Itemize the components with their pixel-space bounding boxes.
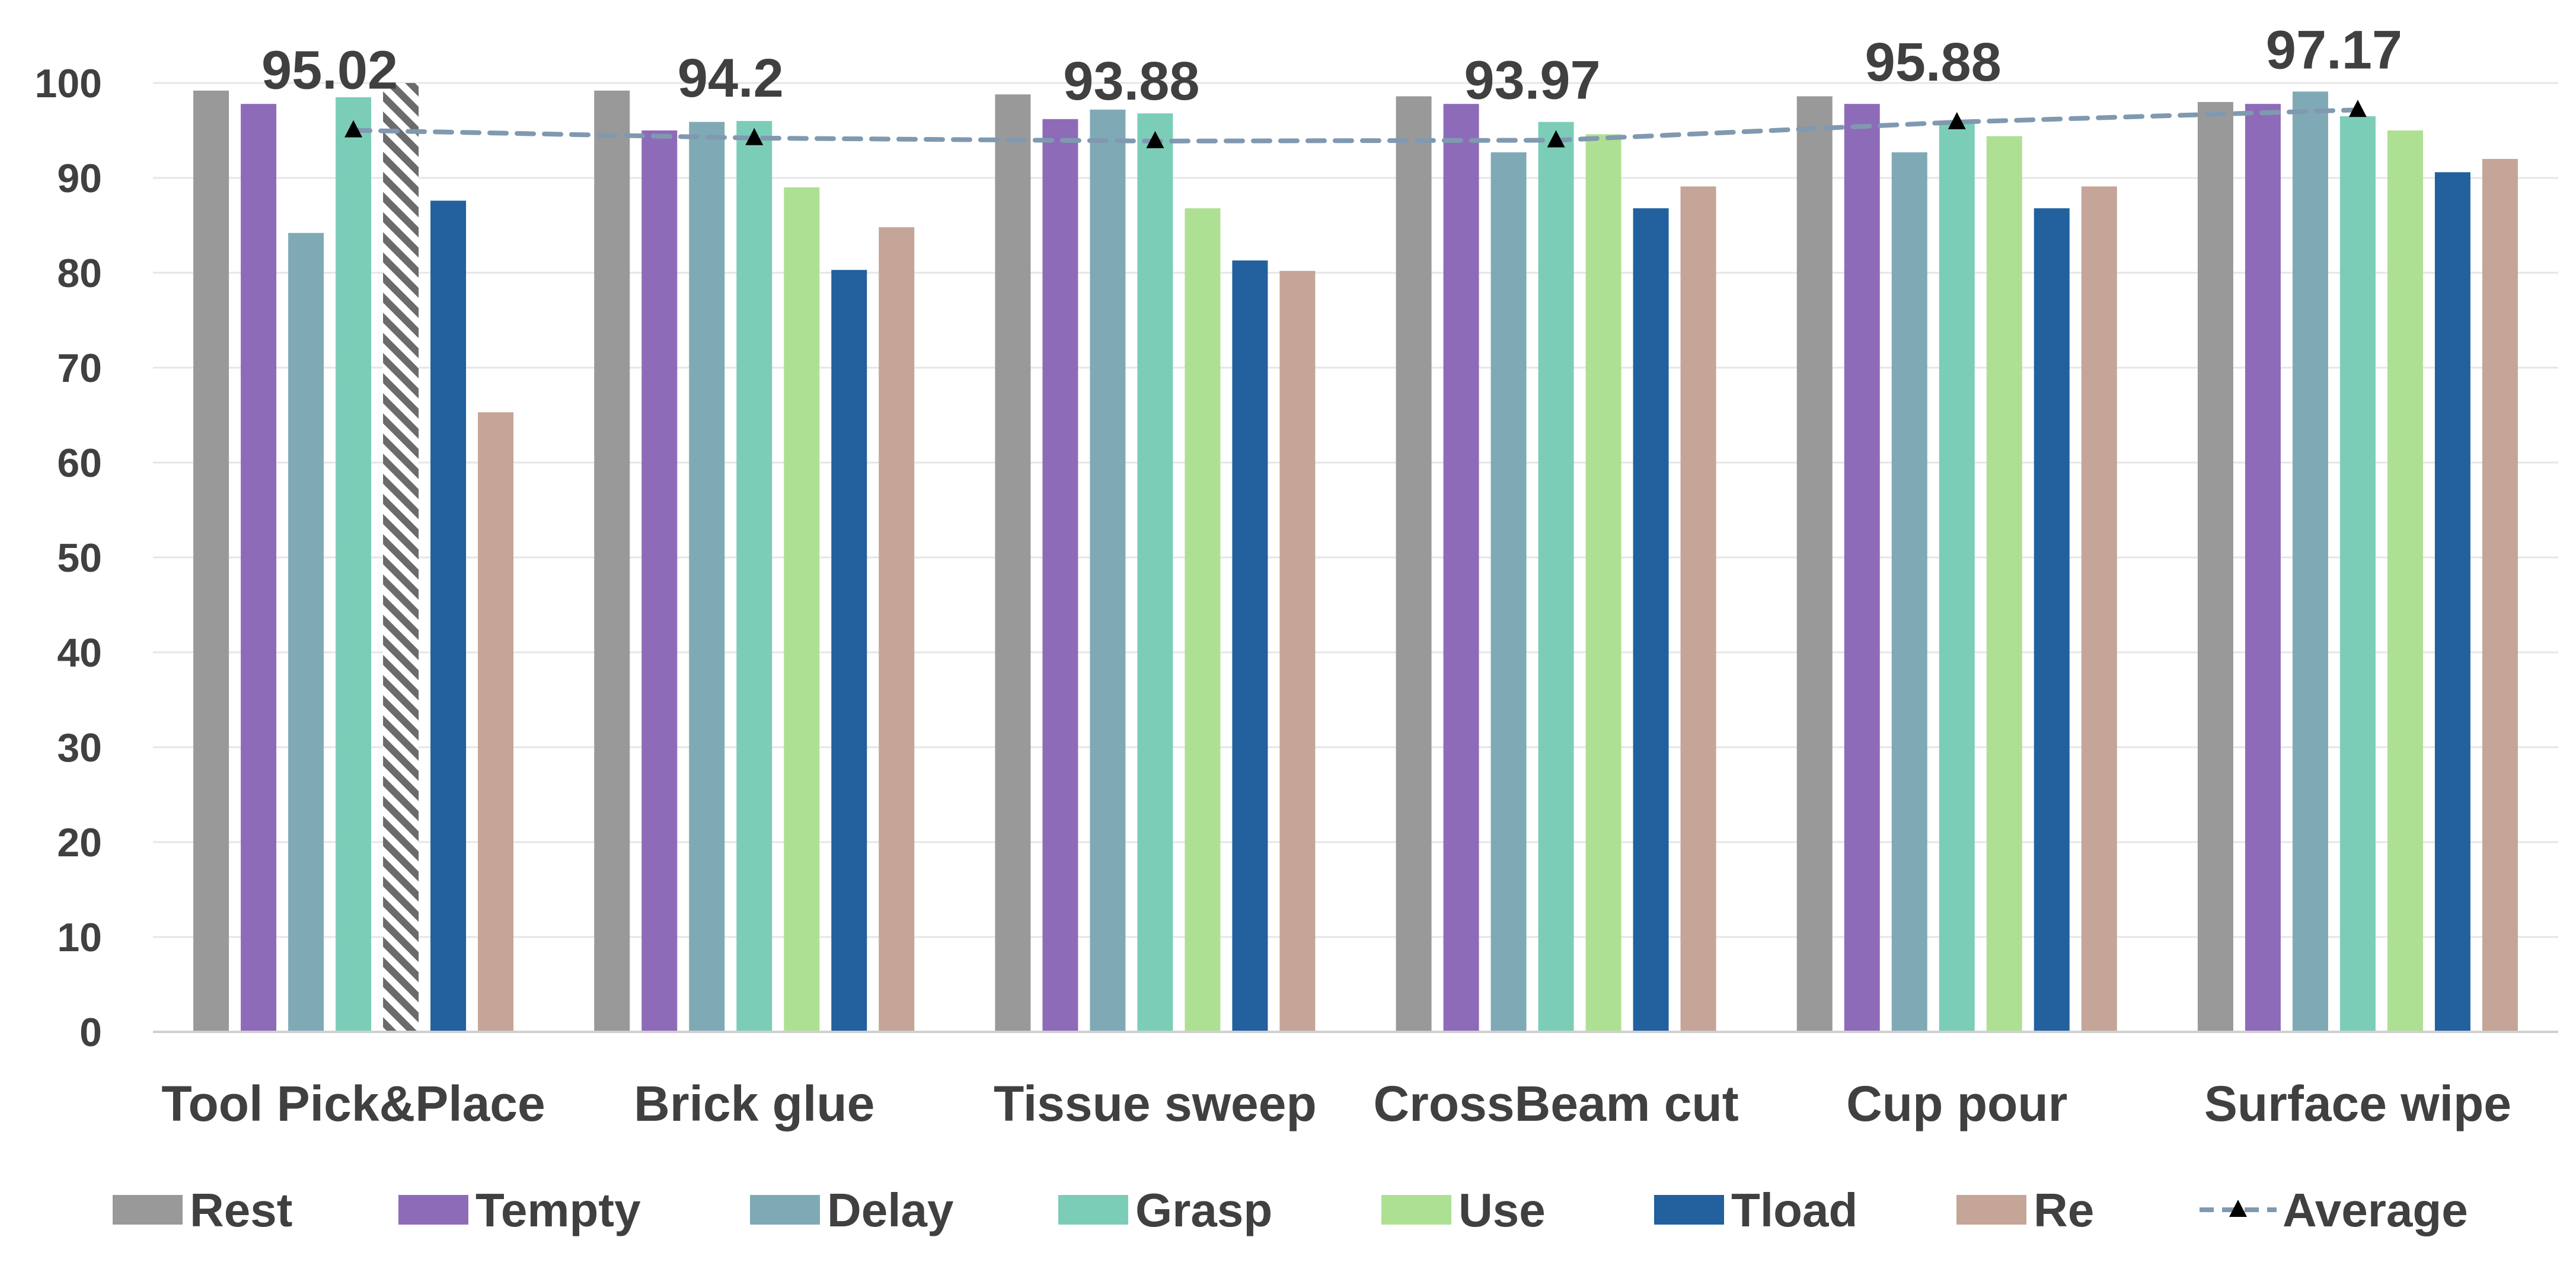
bar bbox=[1844, 104, 1880, 1032]
average-data-label: 95.88 bbox=[1865, 32, 2002, 93]
legend-swatch bbox=[1654, 1195, 1724, 1225]
average-series: 95.02 94.2 93.88 93.97 95.88 97.17 bbox=[261, 20, 2402, 148]
bar bbox=[241, 104, 277, 1032]
bar bbox=[2245, 104, 2281, 1032]
bar bbox=[193, 90, 229, 1032]
x-category-label: Tool Pick&Place bbox=[161, 1076, 545, 1131]
average-data-label: 94.2 bbox=[678, 48, 784, 109]
y-tick-label: 40 bbox=[57, 630, 102, 675]
bar bbox=[1680, 186, 1716, 1032]
x-category-label: Brick glue bbox=[634, 1076, 874, 1131]
bar bbox=[1185, 208, 1221, 1032]
y-tick-label: 50 bbox=[57, 536, 102, 581]
y-tick-label: 0 bbox=[79, 1010, 102, 1055]
bar bbox=[1796, 96, 1833, 1032]
bar bbox=[1490, 152, 1527, 1032]
bar bbox=[1042, 119, 1078, 1032]
y-tick-label: 80 bbox=[57, 251, 102, 296]
bar-hatched bbox=[383, 83, 419, 1032]
legend-label: Tempty bbox=[475, 1184, 641, 1236]
bar bbox=[831, 270, 867, 1032]
bars bbox=[193, 83, 2518, 1032]
y-tick-label: 30 bbox=[57, 725, 102, 770]
bar bbox=[2292, 91, 2328, 1032]
x-category-label: Surface wipe bbox=[2204, 1076, 2511, 1131]
x-axis-category-labels: Tool Pick&Place Brick glue Tissue sweep Cro… bbox=[161, 1076, 2511, 1131]
bar bbox=[1232, 260, 1268, 1032]
bar bbox=[1891, 152, 1927, 1032]
bar bbox=[1986, 136, 2022, 1032]
y-tick-label: 70 bbox=[57, 346, 102, 391]
y-axis-tick-labels: 0 10 20 30 40 50 60 70 80 90 100 bbox=[35, 61, 102, 1055]
bar bbox=[995, 94, 1031, 1032]
legend-swatch bbox=[1956, 1195, 2026, 1225]
average-marker bbox=[1948, 111, 1966, 129]
bar bbox=[1137, 113, 1173, 1032]
y-tick-label: 90 bbox=[57, 156, 102, 201]
bar bbox=[2387, 130, 2423, 1032]
bar bbox=[1090, 109, 1126, 1032]
x-category-label: Tissue sweep bbox=[994, 1076, 1317, 1131]
bar bbox=[594, 90, 630, 1032]
average-data-label: 95.02 bbox=[261, 40, 398, 101]
legend-label: Re bbox=[2034, 1184, 2094, 1236]
bar bbox=[2197, 102, 2233, 1032]
legend-average-marker bbox=[2229, 1200, 2247, 1217]
legend-swatch bbox=[1381, 1195, 1451, 1225]
average-marker bbox=[344, 120, 363, 138]
bar bbox=[336, 97, 372, 1032]
legend-swatch bbox=[1058, 1195, 1128, 1225]
average-data-label: 97.17 bbox=[2266, 20, 2402, 80]
legend: Rest Tempty Delay Grasp Use Tload Re Average bbox=[113, 1184, 2468, 1236]
average-marker bbox=[1547, 130, 1565, 148]
bar bbox=[430, 200, 467, 1032]
y-tick-label: 60 bbox=[57, 441, 102, 486]
average-marker bbox=[745, 128, 764, 145]
bar bbox=[1538, 122, 1574, 1032]
average-marker bbox=[2348, 100, 2367, 117]
legend-label: Delay bbox=[827, 1184, 954, 1236]
bar bbox=[1443, 104, 1479, 1032]
legend-swatch bbox=[398, 1195, 468, 1225]
legend-label: Average bbox=[2283, 1184, 2468, 1236]
bar bbox=[1633, 208, 1669, 1032]
average-marker bbox=[1146, 130, 1164, 148]
average-line bbox=[351, 107, 2360, 144]
bar bbox=[1939, 122, 1975, 1032]
y-tick-label: 20 bbox=[57, 820, 102, 865]
bar bbox=[2434, 172, 2470, 1032]
bar bbox=[641, 130, 678, 1032]
y-tick-label: 100 bbox=[35, 61, 102, 106]
legend-label: Tload bbox=[1731, 1184, 1857, 1236]
bar bbox=[478, 412, 514, 1032]
bar bbox=[1279, 270, 1316, 1032]
average-data-label: 93.88 bbox=[1063, 51, 1199, 111]
bar bbox=[2081, 186, 2117, 1032]
legend-swatch bbox=[113, 1195, 183, 1225]
bar bbox=[879, 227, 915, 1032]
legend-swatch bbox=[750, 1195, 820, 1225]
bar bbox=[2034, 208, 2070, 1032]
bar bbox=[689, 122, 725, 1032]
legend-label: Rest bbox=[190, 1184, 292, 1236]
bar bbox=[288, 232, 324, 1032]
bar bbox=[1396, 96, 1432, 1032]
bar bbox=[784, 187, 820, 1032]
bar bbox=[2339, 116, 2376, 1032]
bar bbox=[2482, 159, 2518, 1032]
x-category-label: CrossBeam cut bbox=[1373, 1076, 1738, 1131]
bar bbox=[1585, 134, 1621, 1032]
y-tick-label: 10 bbox=[57, 915, 102, 960]
bar bbox=[736, 121, 773, 1032]
legend-label: Use bbox=[1458, 1184, 1546, 1236]
gridlines bbox=[153, 82, 2558, 938]
legend-label: Grasp bbox=[1135, 1184, 1272, 1236]
average-data-label: 93.97 bbox=[1464, 50, 1600, 110]
x-category-label: Cup pour bbox=[1846, 1076, 2067, 1131]
